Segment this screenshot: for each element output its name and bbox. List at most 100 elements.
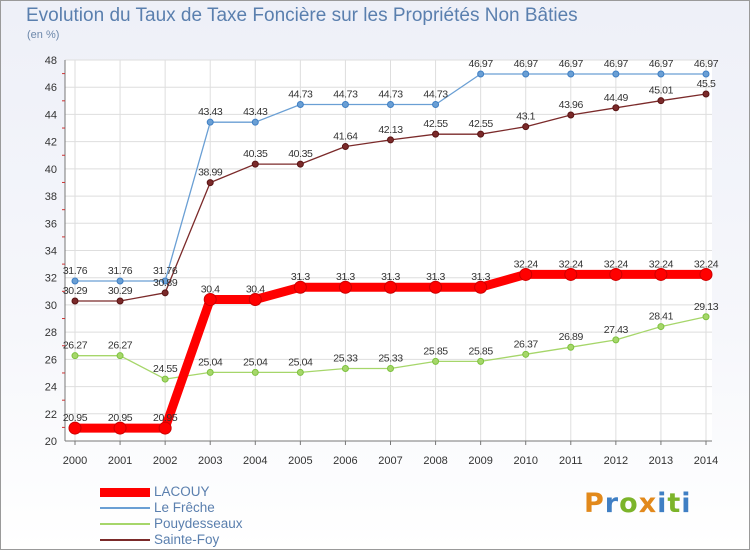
data-label: 32.24 <box>604 258 629 270</box>
x-tick-label: 2000 <box>63 455 87 467</box>
data-point[interactable] <box>387 364 394 372</box>
data-point[interactable] <box>612 336 620 344</box>
data-point[interactable] <box>702 313 710 321</box>
data-point[interactable] <box>432 357 440 365</box>
data-label: 28.41 <box>649 311 674 323</box>
data-label: 31.3 <box>471 271 490 283</box>
data-point[interactable] <box>567 70 575 78</box>
x-tick-label: 2008 <box>423 455 447 467</box>
data-label: 31.3 <box>336 271 355 283</box>
logo-letter: r <box>604 488 620 519</box>
data-point[interactable] <box>387 100 394 108</box>
data-point[interactable] <box>158 421 172 435</box>
data-point[interactable] <box>251 118 259 126</box>
data-labels: 20.95 20.95 20.95 30.4 30.4 31.3 31.3 31.3 31.3 3… <box>63 58 719 424</box>
x-tick-label: 2004 <box>243 455 267 467</box>
logo-letter: o <box>619 488 639 519</box>
data-point[interactable] <box>612 104 620 112</box>
x-tick-label: 2013 <box>649 455 673 467</box>
data-point[interactable] <box>522 70 530 78</box>
data-point[interactable] <box>522 350 530 358</box>
data-point[interactable] <box>432 100 440 108</box>
data-point[interactable] <box>161 289 169 297</box>
data-point[interactable] <box>657 323 665 331</box>
y-tick-label: 20 <box>45 436 57 448</box>
data-label: 46.97 <box>559 58 584 70</box>
data-point[interactable] <box>477 357 485 365</box>
y-tick-label: 46 <box>45 82 57 94</box>
data-point[interactable] <box>522 123 530 131</box>
data-point[interactable] <box>113 421 127 435</box>
data-label: 25.04 <box>243 356 268 368</box>
proxiti-logo[interactable]: Proxiti <box>584 488 692 519</box>
data-label: 32.24 <box>514 258 539 270</box>
data-point[interactable] <box>251 160 259 168</box>
data-point[interactable] <box>387 136 394 144</box>
data-point[interactable] <box>567 111 575 119</box>
data-point[interactable] <box>474 280 488 294</box>
y-tick-label: 22 <box>45 409 57 421</box>
data-point[interactable] <box>248 292 262 306</box>
data-point[interactable] <box>71 352 79 360</box>
data-point[interactable] <box>612 70 620 78</box>
data-point[interactable] <box>206 179 214 187</box>
data-label: 25.85 <box>469 345 494 357</box>
data-point[interactable] <box>519 267 533 281</box>
y-tick-label: 34 <box>45 246 57 258</box>
data-point[interactable] <box>296 100 304 108</box>
data-point[interactable] <box>564 267 578 281</box>
legend-label: Pouydesseaux <box>154 516 243 531</box>
data-point[interactable] <box>477 130 485 138</box>
data-label: 25.85 <box>423 345 448 357</box>
data-label: 25.04 <box>288 356 313 368</box>
data-point[interactable] <box>116 277 124 285</box>
data-point[interactable] <box>384 280 397 294</box>
data-label: 25.33 <box>378 352 403 364</box>
data-point[interactable] <box>338 280 352 294</box>
data-point[interactable] <box>654 267 668 281</box>
y-tick-label: 48 <box>45 55 57 67</box>
data-point[interactable] <box>341 143 349 151</box>
data-label: 31.3 <box>381 271 400 283</box>
data-point[interactable] <box>116 297 124 305</box>
data-label: 25.33 <box>333 352 358 364</box>
data-point[interactable] <box>657 97 665 105</box>
data-point[interactable] <box>251 368 259 376</box>
data-point[interactable] <box>161 375 169 383</box>
data-point[interactable] <box>206 368 214 376</box>
data-label: 20.95 <box>63 412 88 424</box>
data-point[interactable] <box>477 70 485 78</box>
data-label: 46.97 <box>694 58 719 70</box>
data-point[interactable] <box>68 421 82 435</box>
axes: 20 22 24 26 28 30 32 34 36 38 40 42 44 46 48 2000 2001 20… <box>45 55 718 467</box>
data-point[interactable] <box>203 292 217 306</box>
data-point[interactable] <box>296 368 304 376</box>
data-point[interactable] <box>161 277 169 285</box>
data-point[interactable] <box>206 118 214 126</box>
data-point[interactable] <box>296 160 304 168</box>
data-point[interactable] <box>71 277 79 285</box>
data-point[interactable] <box>657 70 665 78</box>
data-point[interactable] <box>702 90 710 98</box>
data-label: 30.29 <box>108 285 133 297</box>
x-tick-label: 2007 <box>378 455 402 467</box>
data-point[interactable] <box>432 130 440 138</box>
data-point[interactable] <box>702 70 710 78</box>
data-point[interactable] <box>609 267 623 281</box>
data-point[interactable] <box>293 280 307 294</box>
data-point[interactable] <box>116 352 124 360</box>
data-point[interactable] <box>699 267 713 281</box>
data-point[interactable] <box>567 343 575 351</box>
data-label: 26.27 <box>63 340 88 352</box>
y-tick-label: 42 <box>45 137 57 149</box>
legend-label: LACOUY <box>154 484 210 499</box>
data-point[interactable] <box>429 280 443 294</box>
logo-letter: i <box>657 488 668 519</box>
data-point[interactable] <box>341 100 349 108</box>
data-point[interactable] <box>341 364 349 372</box>
data-label: 40.35 <box>288 148 313 160</box>
data-label: 46.97 <box>469 58 494 70</box>
data-label: 32.24 <box>694 258 719 270</box>
data-point[interactable] <box>71 297 79 305</box>
y-tick-label: 40 <box>45 164 57 176</box>
